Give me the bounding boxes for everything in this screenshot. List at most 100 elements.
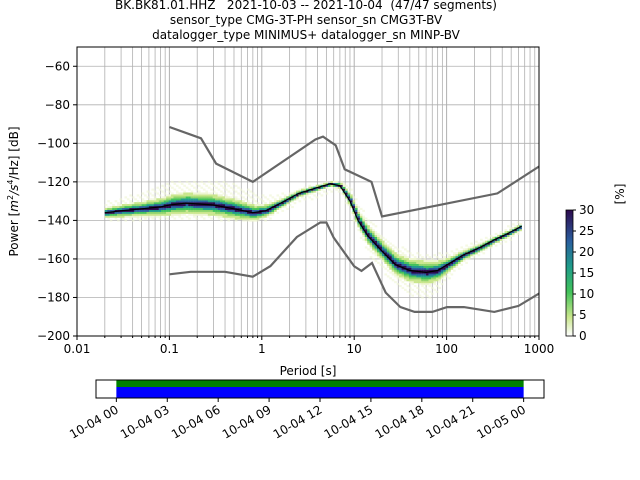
- density-cell: [379, 242, 383, 245]
- density-cell: [168, 209, 172, 212]
- density-cell: [374, 236, 378, 239]
- density-cell: [421, 273, 424, 276]
- density-cell: [340, 192, 343, 195]
- nlnm-curve: [169, 221, 540, 314]
- density-cell: [472, 246, 476, 249]
- density-cell: [438, 275, 441, 278]
- density-cell: [408, 263, 412, 266]
- density-cell: [384, 256, 388, 259]
- density-cell: [428, 273, 432, 276]
- density-cell: [487, 240, 491, 243]
- density-cell: [171, 200, 174, 203]
- density-cell: [249, 215, 253, 218]
- y-axis-label-part: /Hz] [dB]: [7, 126, 21, 179]
- density-cell: [264, 211, 267, 214]
- density-cell: [229, 200, 233, 203]
- density-cell: [448, 256, 451, 259]
- density-cell: [345, 190, 348, 193]
- density-cell: [354, 207, 358, 211]
- density-cell: [430, 292, 434, 295]
- density-cell: [404, 265, 407, 268]
- density-cell: [239, 207, 243, 211]
- density-cell: [247, 188, 250, 191]
- density-cell: [274, 204, 277, 207]
- density-cell: [438, 263, 441, 266]
- density-cell: [168, 200, 172, 203]
- density-cell: [193, 200, 196, 203]
- density-cell: [433, 277, 437, 280]
- density-cell: [369, 256, 373, 259]
- density-cell: [220, 211, 223, 214]
- density-cell: [190, 190, 194, 193]
- density-cell: [337, 190, 341, 193]
- density-cell: [308, 184, 312, 187]
- density-cell: [256, 205, 260, 209]
- density-cell: [163, 211, 167, 214]
- x-tick-label: 0.01: [64, 342, 91, 356]
- density-cell: [104, 207, 108, 211]
- density-cell: [259, 213, 262, 216]
- density-cell: [514, 230, 518, 234]
- density-cell: [134, 213, 137, 216]
- density-cell: [411, 277, 415, 280]
- density-cell: [298, 188, 302, 191]
- density-cell: [310, 192, 314, 195]
- density-cell: [129, 205, 132, 209]
- density-cell: [404, 257, 407, 261]
- density-cell: [362, 221, 365, 224]
- density-cell: [193, 205, 196, 209]
- density-cell: [222, 180, 226, 184]
- density-cell: [229, 186, 233, 189]
- density-cell: [313, 190, 316, 193]
- density-cell: [212, 213, 216, 216]
- density-cell: [207, 192, 211, 195]
- mode-curve: [104, 183, 522, 274]
- density-cell: [185, 186, 189, 189]
- density-cell: [261, 205, 265, 209]
- density-cell: [278, 204, 282, 207]
- density-cell: [379, 257, 383, 261]
- density-cell: [136, 200, 140, 203]
- density-cell: [430, 273, 434, 276]
- density-cell: [180, 204, 184, 207]
- density-cell: [126, 205, 130, 209]
- density-cell: [342, 184, 346, 187]
- density-cell: [148, 204, 152, 207]
- density-cell: [381, 257, 385, 261]
- density-cell: [153, 209, 157, 212]
- density-cell: [254, 207, 258, 211]
- density-cell: [428, 277, 432, 280]
- density-cell: [237, 217, 240, 220]
- density-cell: [278, 196, 282, 199]
- density-cell: [224, 200, 228, 203]
- density-cell: [107, 213, 110, 216]
- density-cell: [389, 277, 392, 280]
- density-cell: [239, 194, 243, 197]
- density-cell: [374, 238, 378, 241]
- density-cell: [384, 273, 388, 276]
- density-cell: [406, 269, 410, 272]
- density-cell: [502, 238, 505, 241]
- density-cell: [283, 202, 287, 205]
- x-tick-label: 0.1: [160, 342, 179, 356]
- density-cell: [489, 246, 493, 249]
- density-cell: [320, 182, 324, 185]
- density-cell: [200, 207, 204, 211]
- density-cell: [401, 267, 405, 270]
- density-cell: [229, 215, 233, 218]
- density-cell: [237, 211, 240, 214]
- density-cell: [288, 200, 292, 203]
- density-cell: [121, 217, 125, 220]
- density-cell: [158, 188, 162, 191]
- density-cell: [168, 211, 172, 214]
- density-cell: [205, 205, 209, 209]
- density-cell: [404, 288, 407, 291]
- density-cell: [109, 205, 113, 209]
- density-cell: [126, 213, 130, 216]
- density-cell: [489, 242, 493, 245]
- density-cell: [418, 279, 422, 282]
- density-cell: [411, 254, 415, 257]
- coverage-bar-green: [116, 380, 524, 387]
- density-cell: [453, 265, 456, 268]
- density-cell: [139, 196, 142, 199]
